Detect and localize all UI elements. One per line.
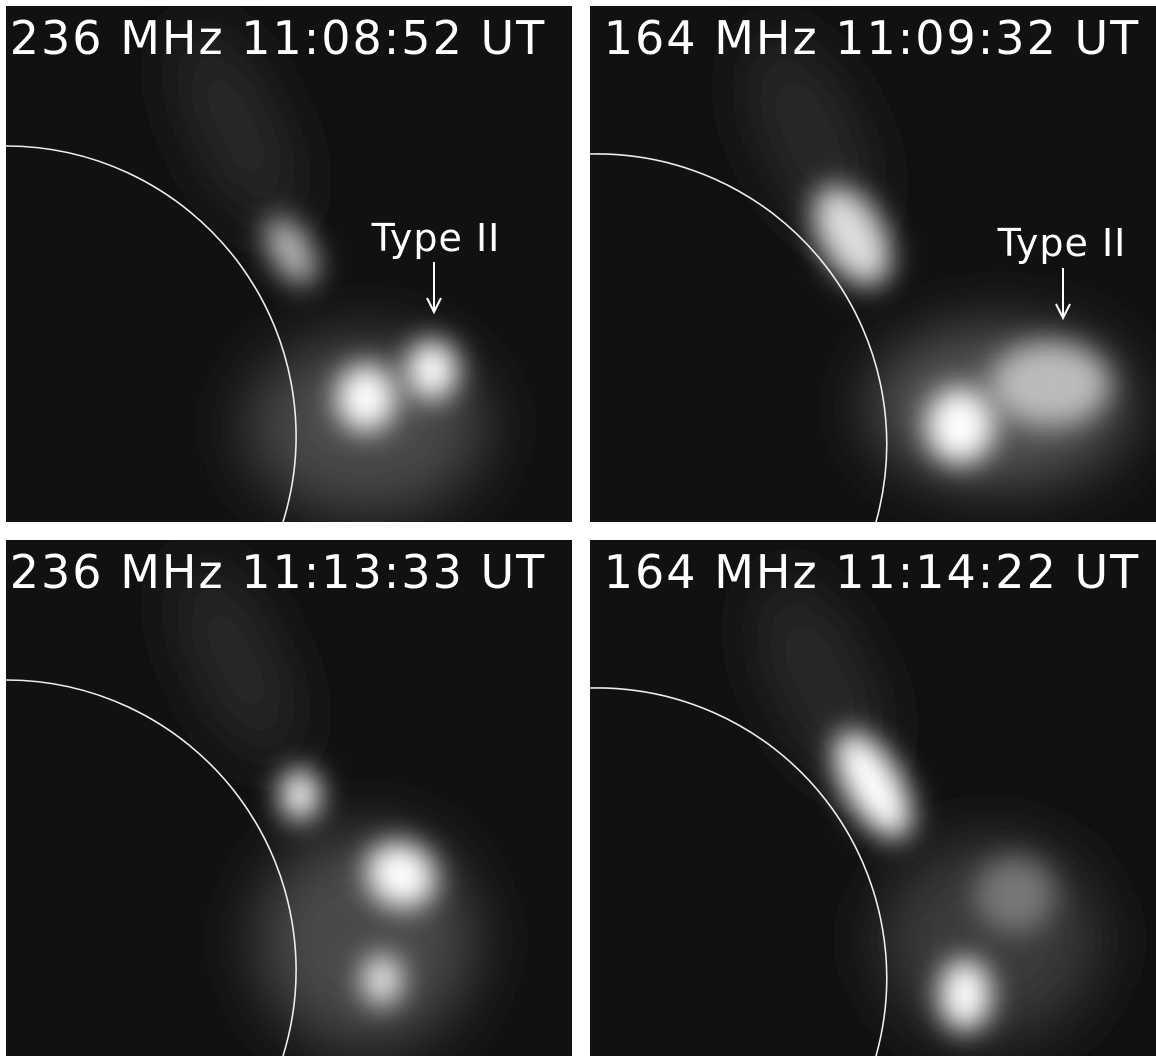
source: [975, 857, 1055, 933]
annotation: Type II: [997, 221, 1127, 265]
panel-label: 164 MHz 11:09:32 UT: [604, 11, 1140, 65]
panel-label: 236 MHz 11:13:33 UT: [10, 545, 546, 599]
source: [280, 769, 320, 821]
source: [362, 954, 402, 1006]
glow: [256, 830, 476, 1050]
panel-label: 164 MHz 11:14:22 UT: [604, 545, 1140, 599]
source: [926, 388, 994, 464]
source: [406, 340, 458, 400]
panel: 236 MHz 11:13:33 UT: [6, 540, 572, 1056]
figure: 236 MHz 11:08:52 UT Type II 164 MHz 11:0…: [0, 0, 1156, 1058]
panel: 164 MHz 11:09:32 UT Type II: [590, 6, 1156, 522]
source: [990, 342, 1110, 426]
annotation: Type II: [371, 216, 501, 260]
panel: 164 MHz 11:14:22 UT: [590, 540, 1156, 1056]
source: [336, 364, 396, 432]
page: 236 MHz 11:08:52 UT Type II 164 MHz 11:0…: [0, 0, 1156, 1058]
source: [939, 959, 991, 1031]
panel-label: 236 MHz 11:08:52 UT: [10, 11, 546, 65]
panel: 236 MHz 11:08:52 UT Type II: [6, 6, 572, 522]
